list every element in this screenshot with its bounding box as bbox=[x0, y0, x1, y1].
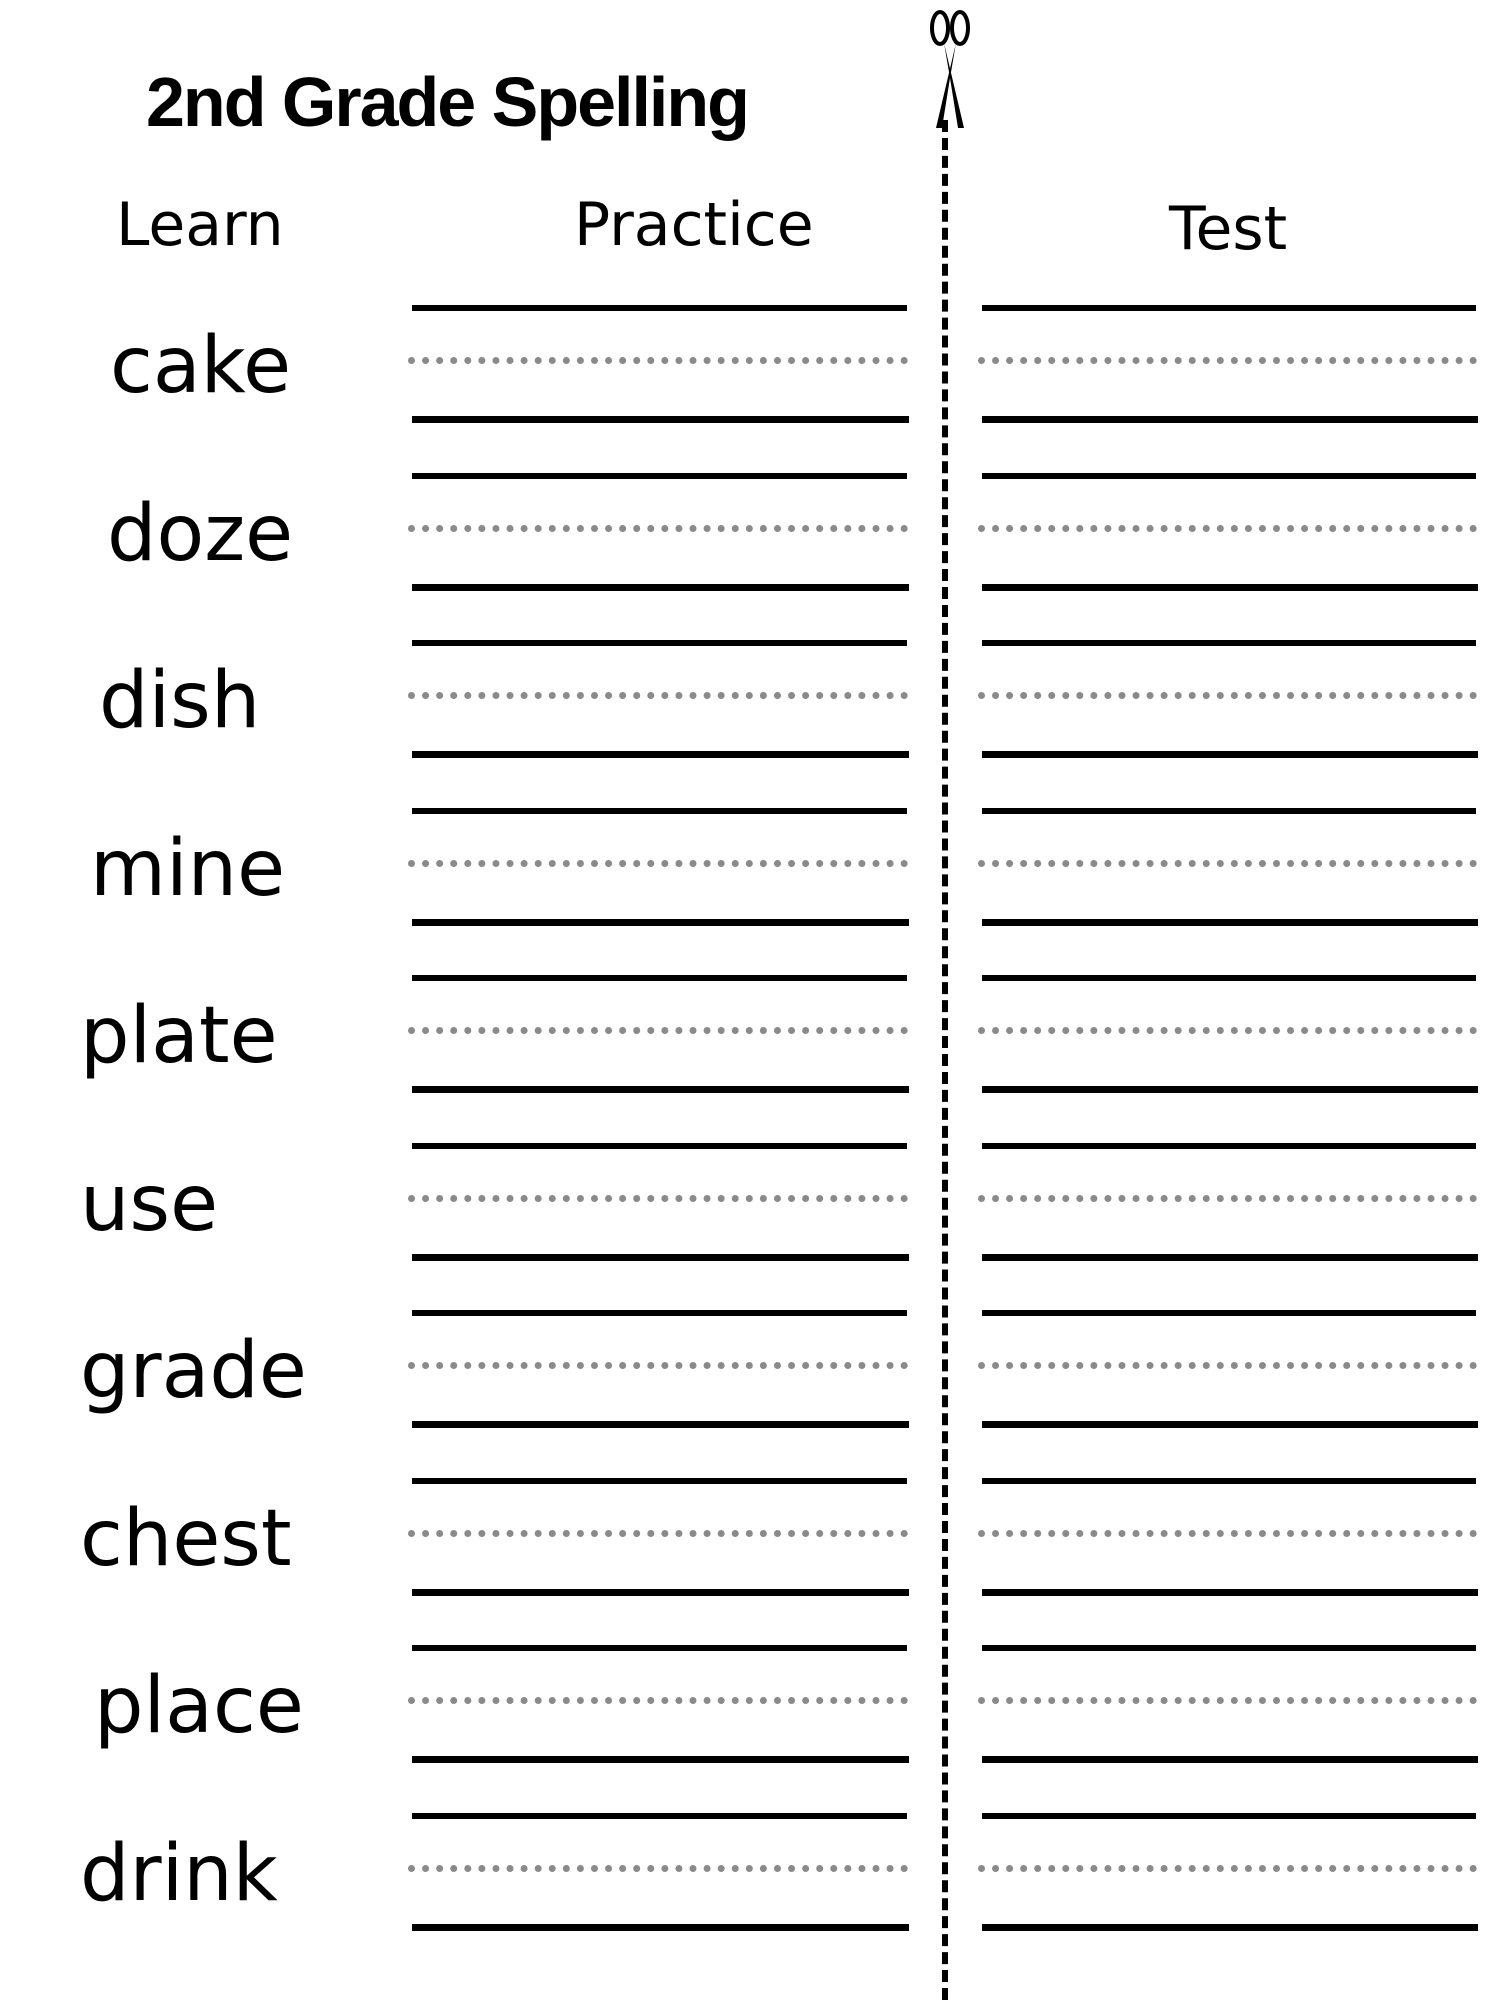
spelling-word: use bbox=[80, 1158, 219, 1249]
test-top-line bbox=[982, 1477, 1476, 1484]
practice-top-line bbox=[412, 305, 907, 311]
test-baseline[interactable] bbox=[982, 918, 1478, 926]
test-midline bbox=[978, 1529, 1477, 1537]
spelling-word: place bbox=[94, 1661, 304, 1751]
test-top-line bbox=[982, 807, 1476, 814]
test-top-line bbox=[982, 1645, 1476, 1651]
test-baseline[interactable] bbox=[982, 1588, 1478, 1596]
header-practice: Practice bbox=[574, 190, 814, 260]
test-baseline[interactable] bbox=[982, 1756, 1478, 1763]
test-top-line bbox=[982, 975, 1476, 981]
test-top-line bbox=[982, 1142, 1476, 1149]
practice-top-line bbox=[412, 1142, 907, 1149]
test-midline bbox=[978, 524, 1477, 532]
test-baseline[interactable] bbox=[982, 1923, 1478, 1931]
practice-baseline[interactable] bbox=[412, 1253, 909, 1261]
practice-top-line bbox=[412, 472, 907, 479]
practice-top-line bbox=[412, 1645, 907, 1651]
practice-baseline[interactable] bbox=[412, 583, 909, 591]
scissors-icon bbox=[930, 10, 970, 128]
test-midline bbox=[978, 692, 1477, 699]
practice-baseline[interactable] bbox=[412, 1756, 909, 1763]
practice-top-line bbox=[412, 1477, 907, 1484]
test-top-line bbox=[982, 305, 1476, 311]
spelling-word: chest bbox=[80, 1493, 292, 1584]
practice-baseline[interactable] bbox=[412, 1086, 909, 1093]
header-test: Test bbox=[1169, 194, 1288, 264]
page-title: 2nd Grade Spelling bbox=[146, 63, 750, 141]
spelling-word: dish bbox=[99, 656, 261, 746]
practice-midline bbox=[408, 1362, 908, 1369]
practice-top-line bbox=[412, 807, 907, 814]
test-baseline[interactable] bbox=[982, 1253, 1478, 1261]
practice-baseline[interactable] bbox=[412, 1923, 909, 1931]
spelling-word: mine bbox=[90, 823, 286, 914]
test-top-line bbox=[982, 640, 1476, 646]
practice-top-line bbox=[412, 640, 907, 646]
test-baseline[interactable] bbox=[982, 583, 1478, 591]
cut-line bbox=[942, 120, 948, 2000]
test-midline bbox=[978, 1362, 1477, 1369]
practice-midline bbox=[408, 1864, 908, 1872]
test-baseline[interactable] bbox=[982, 1086, 1478, 1093]
spelling-word: grade bbox=[80, 1326, 307, 1416]
practice-midline bbox=[408, 1027, 908, 1034]
test-top-line bbox=[982, 1812, 1476, 1819]
practice-midline bbox=[408, 1697, 908, 1704]
header-learn: Learn bbox=[116, 190, 284, 260]
spelling-word: drink bbox=[80, 1828, 278, 1919]
practice-baseline[interactable] bbox=[412, 1421, 909, 1428]
test-midline bbox=[978, 859, 1477, 867]
test-baseline[interactable] bbox=[982, 751, 1478, 758]
practice-midline bbox=[408, 859, 908, 867]
practice-midline bbox=[408, 524, 908, 532]
test-midline bbox=[978, 1697, 1477, 1704]
practice-midline bbox=[408, 692, 908, 699]
practice-top-line bbox=[412, 975, 907, 981]
spelling-word: cake bbox=[110, 321, 292, 411]
test-midline bbox=[978, 1864, 1477, 1872]
test-midline bbox=[978, 357, 1477, 364]
practice-top-line bbox=[412, 1310, 907, 1316]
spelling-word: plate bbox=[80, 991, 278, 1081]
test-baseline[interactable] bbox=[982, 1421, 1478, 1428]
test-top-line bbox=[982, 472, 1476, 479]
test-top-line bbox=[982, 1310, 1476, 1316]
practice-midline bbox=[408, 357, 908, 364]
practice-midline bbox=[408, 1194, 908, 1202]
practice-midline bbox=[408, 1529, 908, 1537]
test-midline bbox=[978, 1194, 1477, 1202]
practice-baseline[interactable] bbox=[412, 1588, 909, 1596]
practice-baseline[interactable] bbox=[412, 416, 909, 423]
practice-baseline[interactable] bbox=[412, 751, 909, 758]
practice-baseline[interactable] bbox=[412, 918, 909, 926]
spelling-word: doze bbox=[107, 488, 294, 579]
test-baseline[interactable] bbox=[982, 416, 1478, 423]
test-midline bbox=[978, 1027, 1477, 1034]
practice-top-line bbox=[412, 1812, 907, 1819]
